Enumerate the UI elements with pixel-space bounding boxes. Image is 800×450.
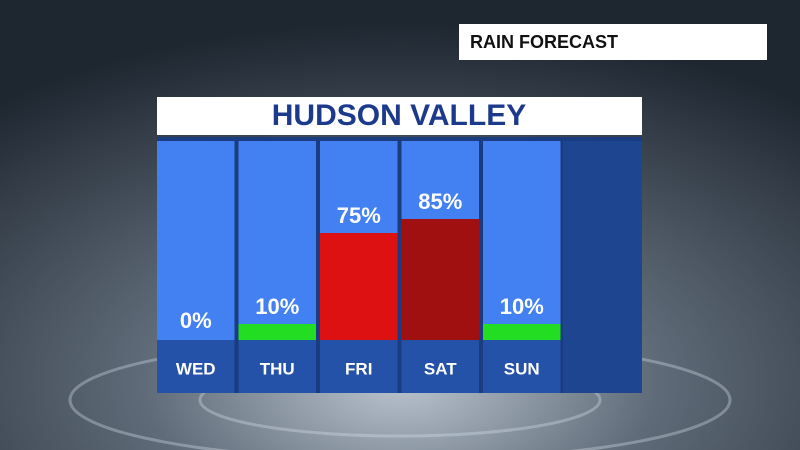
value-label: 75% <box>337 203 381 228</box>
day-cell <box>320 340 398 393</box>
bar <box>401 219 479 340</box>
bar <box>483 324 561 340</box>
column <box>483 141 561 340</box>
day-cell <box>157 340 235 393</box>
x-tick-label: SAT <box>424 359 457 378</box>
title-box <box>157 97 642 135</box>
subtitle: RAIN FORECAST <box>470 32 618 52</box>
value-label: 85% <box>418 189 462 214</box>
value-label: 0% <box>180 308 212 333</box>
column <box>157 141 235 340</box>
value-label: 10% <box>500 294 544 319</box>
bar <box>320 233 398 340</box>
x-tick-label: SUN <box>504 359 540 378</box>
day-cell <box>401 340 479 393</box>
x-tick-label: WED <box>176 359 216 378</box>
value-label: 10% <box>255 294 299 319</box>
bar <box>238 324 316 340</box>
x-tick-label: THU <box>260 359 295 378</box>
column <box>238 141 316 340</box>
day-cell <box>483 340 561 393</box>
empty-column <box>563 141 642 393</box>
x-tick-label: FRI <box>345 359 372 378</box>
chart-title: HUDSON VALLEY <box>272 99 526 132</box>
subtitle-box <box>459 24 767 60</box>
day-cell <box>238 340 316 393</box>
panel <box>157 137 642 393</box>
